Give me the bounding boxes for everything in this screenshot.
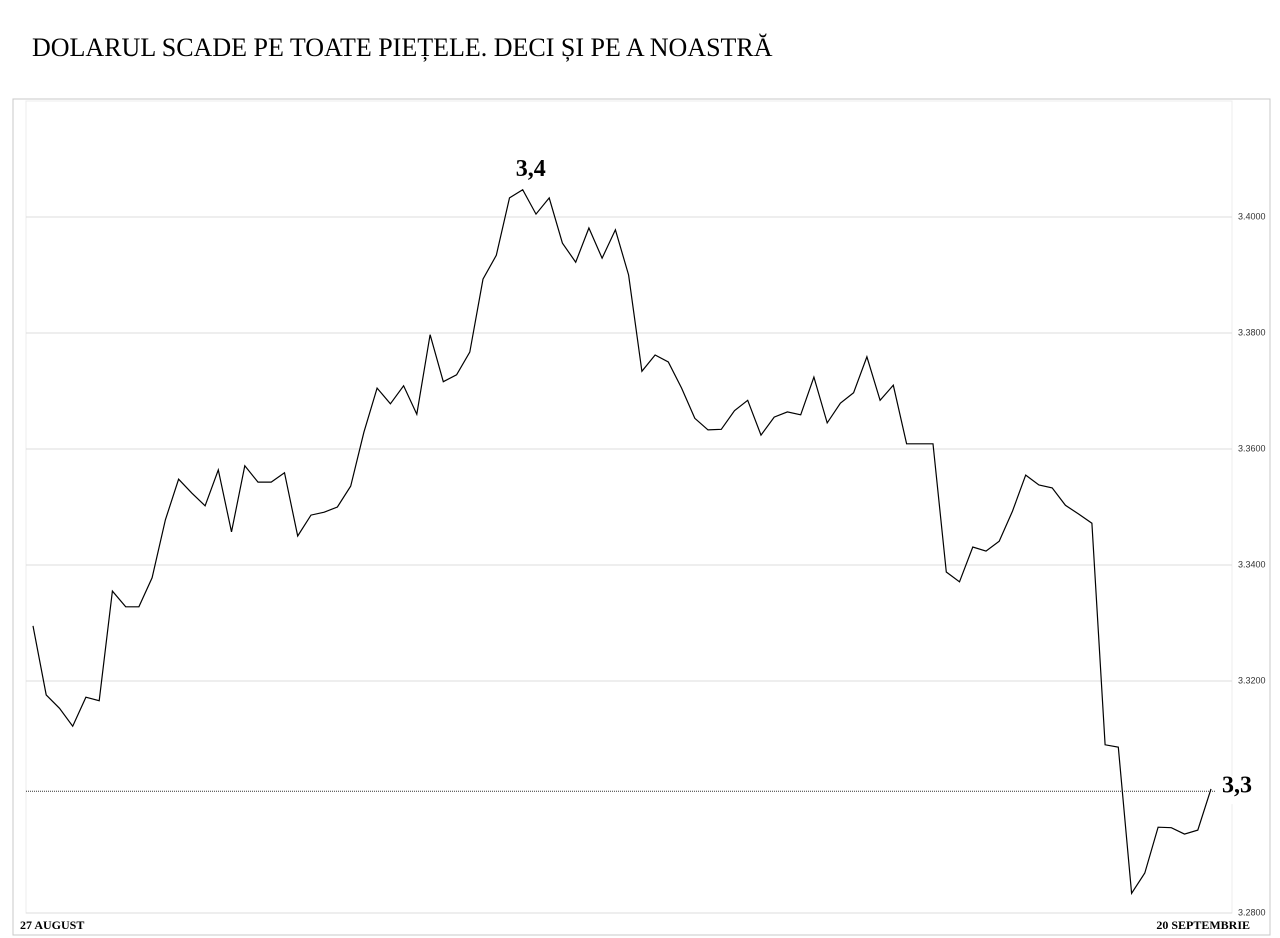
y-tick-label: 3.3600	[1238, 443, 1266, 453]
y-tick-label: 3.4000	[1238, 211, 1266, 221]
x-tick-label: 20 SEPTEMBRIE	[1156, 918, 1250, 932]
line	[32, 188, 1212, 896]
chart-title: DOLARUL SCADE PE TOATE PIEȚELE. DECI ȘI …	[32, 33, 773, 62]
y-tick-label: 3.3200	[1238, 675, 1266, 685]
y-tick-label: 3.2800	[1238, 907, 1266, 917]
x-tick-label: 27 AUGUST	[20, 918, 84, 932]
y-tick-label: 3.3400	[1238, 559, 1266, 569]
annotation: 3,4	[516, 156, 546, 182]
annotation-bg	[1216, 776, 1260, 805]
plot-area	[25, 100, 1233, 914]
annotation: 3,3	[1222, 773, 1252, 799]
y-tick-label: 3.3800	[1238, 327, 1266, 337]
